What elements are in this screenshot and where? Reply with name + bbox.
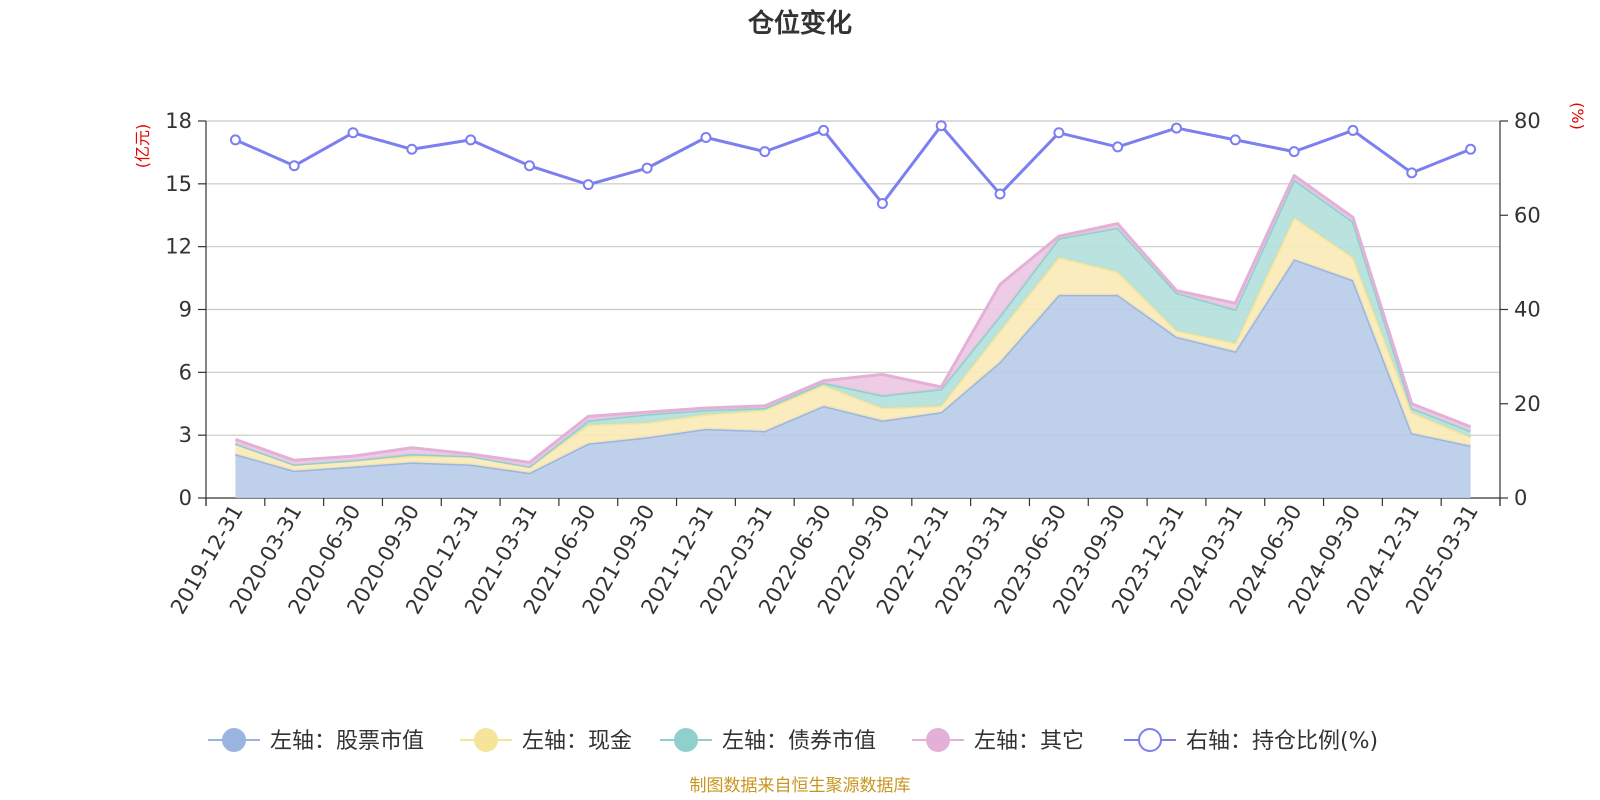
ratio-point-6 — [582, 179, 594, 191]
ratio-point-18 — [1288, 146, 1300, 158]
ratio-point-19 — [1347, 124, 1359, 136]
gridlines — [206, 120, 1500, 499]
data-source-note: 制图数据来自恒生聚源数据库 — [690, 776, 911, 796]
area-line-3 — [234, 173, 1472, 464]
legend-marker-0 — [222, 728, 246, 752]
ratio-point-15 — [1112, 141, 1124, 153]
ratio-point-13 — [994, 188, 1006, 200]
area-0 — [235, 259, 1471, 498]
left-tick-label-5: 15 — [165, 172, 192, 196]
legend-item-0[interactable]: 左轴：股票市值 — [208, 728, 424, 754]
legend-marker-3 — [926, 728, 950, 752]
right-tick-label-1: 20 — [1514, 392, 1541, 416]
left-tick-label-4: 12 — [165, 235, 192, 259]
legend[interactable]: 左轴：股票市值 左轴：现金 左轴：债券市值 左轴：其它 右轴：持仓比例(%) — [208, 728, 1378, 754]
area-1 — [235, 217, 1471, 473]
left-tick-label-6: 18 — [165, 109, 192, 133]
left-tick-label-2: 6 — [179, 360, 192, 384]
ratio-point-2 — [347, 127, 359, 139]
legend-item-4[interactable]: 右轴：持仓比例(%) — [1124, 728, 1378, 754]
legend-marker-1 — [474, 728, 498, 752]
left-tick-label-3: 9 — [179, 298, 192, 322]
legend-item-2[interactable]: 左轴：债券市值 — [660, 728, 876, 754]
ratio-point-11 — [876, 197, 888, 209]
ratio-point-17 — [1229, 134, 1241, 146]
ratio-point-7 — [641, 162, 653, 174]
legend-label-0: 左轴：股票市值 — [270, 729, 424, 754]
legend-marker-2 — [674, 728, 698, 752]
right-tick-label-3: 60 — [1514, 203, 1541, 227]
ratio-point-21 — [1465, 143, 1477, 155]
ratio-point-14 — [1053, 127, 1065, 139]
ratio-point-4 — [465, 134, 477, 146]
ratio-point-12 — [935, 120, 947, 132]
area-2 — [235, 179, 1471, 467]
ratio-point-3 — [406, 143, 418, 155]
right-tick-label-4: 80 — [1514, 109, 1541, 133]
ratio-point-5 — [524, 160, 535, 172]
area-series — [234, 173, 1472, 498]
ratio-point-10 — [818, 124, 830, 136]
right-tick-label-2: 40 — [1514, 298, 1541, 322]
legend-label-2: 左轴：债券市值 — [722, 729, 876, 754]
left-tick-label-0: 0 — [179, 486, 192, 510]
legend-label-4: 右轴：持仓比例(%) — [1186, 729, 1378, 754]
legend-item-1[interactable]: 左轴：现金 — [460, 728, 632, 754]
ratio-point-20 — [1406, 167, 1418, 179]
x-tick-labels: 2019-12-312020-03-312020-06-302020-09-30… — [166, 500, 1483, 618]
axes: 0 3 6 9 12 15 18 0 20 40 60 80 — [165, 109, 1540, 510]
right-axis-unit: (%) — [1568, 102, 1587, 130]
ratio-point-16 — [1171, 122, 1182, 134]
legend-label-3: 左轴：其它 — [974, 729, 1084, 754]
ratio-line-series — [229, 120, 1477, 209]
legend-label-1: 左轴：现金 — [522, 729, 632, 754]
chart-title: 仓位变化 — [747, 8, 852, 39]
legend-marker-4 — [1138, 728, 1162, 752]
left-tick-label-1: 3 — [179, 423, 192, 447]
right-tick-label-0: 0 — [1514, 486, 1527, 510]
ratio-point-0 — [229, 134, 241, 146]
ratio-point-8 — [700, 131, 712, 143]
left-axis-unit: (亿元) — [133, 124, 152, 169]
ratio-point-9 — [759, 146, 771, 158]
legend-item-3[interactable]: 左轴：其它 — [912, 728, 1084, 754]
ratio-point-1 — [288, 160, 300, 172]
ratio-line-0 — [234, 124, 1472, 205]
